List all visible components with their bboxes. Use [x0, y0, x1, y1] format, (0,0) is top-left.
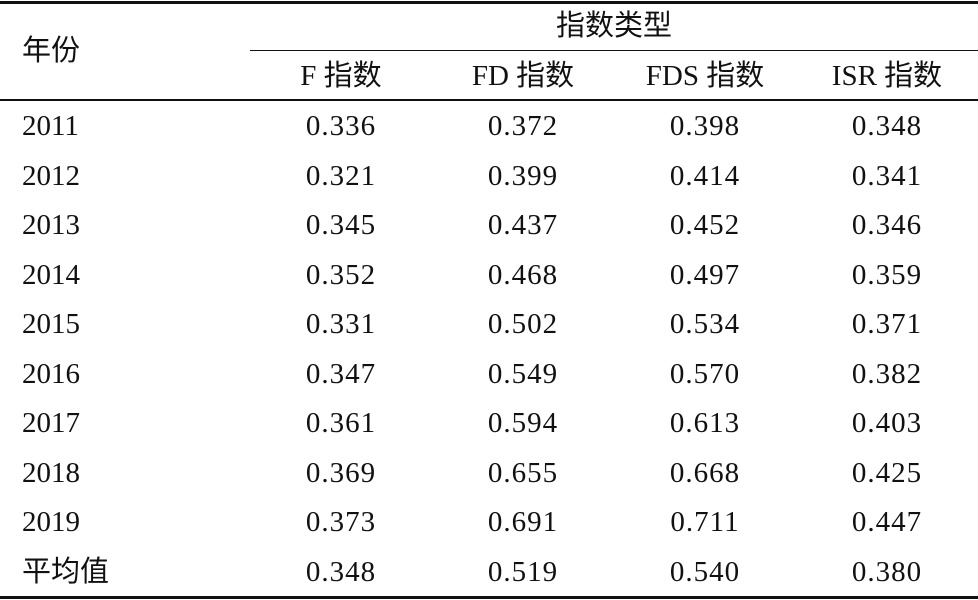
- value-cell: 0.371: [851, 308, 923, 340]
- value-cell: 0.691: [487, 506, 559, 538]
- value-cell: 0.425: [851, 456, 923, 489]
- group-header: 指数类型: [555, 10, 672, 42]
- value-cell: 0.437: [487, 209, 559, 241]
- value-cell: 0.549: [487, 357, 559, 390]
- value-cell: 0.403: [851, 407, 923, 439]
- year-header: 年份: [22, 35, 81, 67]
- row-label: 2015: [22, 308, 80, 340]
- value-cell: 0.348: [851, 110, 923, 142]
- value-cell: 0.347: [305, 357, 377, 390]
- value-cell: 0.336: [305, 110, 377, 142]
- row-label: 2012: [22, 159, 80, 192]
- column-header: FD 指数: [471, 60, 575, 92]
- value-cell: 0.369: [305, 456, 377, 489]
- value-cell: 0.359: [851, 258, 923, 291]
- value-cell: 0.468: [487, 258, 559, 291]
- value-cell: 0.613: [669, 407, 741, 439]
- value-cell: 0.341: [851, 159, 923, 192]
- value-cell: 0.668: [669, 456, 741, 489]
- row-label: 2014: [22, 258, 80, 291]
- bottom-rule: [0, 596, 978, 599]
- row-label: 平均值: [22, 555, 110, 588]
- value-cell: 0.331: [305, 308, 377, 340]
- value-cell: 0.540: [669, 555, 741, 588]
- column-header: ISR 指数: [831, 60, 943, 92]
- group-rule: [250, 50, 978, 51]
- row-label: 2011: [22, 110, 79, 142]
- value-cell: 0.346: [851, 209, 923, 241]
- row-label: 2013: [22, 209, 80, 241]
- value-cell: 0.372: [487, 110, 559, 142]
- value-cell: 0.711: [670, 506, 740, 538]
- value-cell: 0.570: [669, 357, 741, 390]
- top-rule: [0, 1, 978, 4]
- value-cell: 0.452: [669, 209, 741, 241]
- value-cell: 0.321: [305, 159, 377, 192]
- value-cell: 0.502: [487, 308, 559, 340]
- value-cell: 0.345: [305, 209, 377, 241]
- value-cell: 0.373: [305, 506, 377, 538]
- value-cell: 0.382: [851, 357, 923, 390]
- value-cell: 0.399: [487, 159, 559, 192]
- value-cell: 0.534: [669, 308, 741, 340]
- value-cell: 0.398: [669, 110, 741, 142]
- header-rule: [0, 99, 978, 101]
- row-label: 2018: [22, 456, 80, 489]
- value-cell: 0.594: [487, 407, 559, 439]
- value-cell: 0.361: [305, 407, 377, 439]
- row-label: 2016: [22, 357, 80, 390]
- value-cell: 0.519: [487, 555, 559, 588]
- value-cell: 0.348: [305, 555, 377, 588]
- value-cell: 0.447: [851, 506, 923, 538]
- column-header: FDS 指数: [645, 60, 765, 92]
- row-label: 2019: [22, 506, 80, 538]
- column-header: F 指数: [300, 60, 382, 92]
- value-cell: 0.497: [669, 258, 741, 291]
- value-cell: 0.380: [851, 555, 923, 588]
- row-label: 2017: [22, 407, 80, 439]
- value-cell: 0.655: [487, 456, 559, 489]
- value-cell: 0.352: [305, 258, 377, 291]
- value-cell: 0.414: [669, 159, 741, 192]
